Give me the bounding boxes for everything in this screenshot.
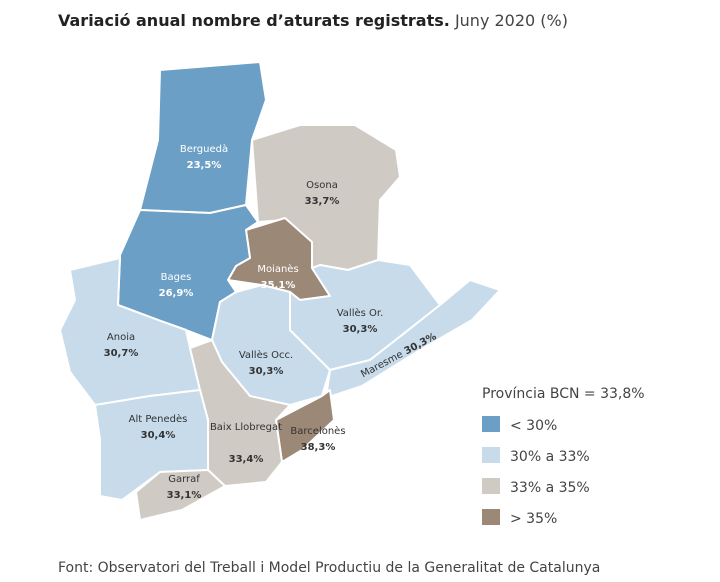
region-name: Berguedà [180, 143, 228, 155]
region-name: Garraf [168, 474, 200, 485]
region-value: 33,4% [229, 454, 264, 465]
region-value: 30,3% [249, 366, 284, 377]
title: Variació anual nombre d’aturats registra… [58, 11, 450, 30]
region-name: Anoia [107, 332, 135, 343]
region [135, 469, 226, 521]
legend-label: 33% a 35% [510, 480, 590, 496]
source: Font: Observatori del Treball i Model Pr… [58, 560, 600, 576]
subtitle: Juny 2020 (%) [454, 11, 568, 30]
region-value: 23,5% [187, 160, 222, 171]
region-name: Moianès [257, 263, 298, 275]
region-value: 38,3% [301, 442, 336, 453]
region-value: 33,7% [305, 196, 340, 207]
legend-swatch [482, 447, 500, 463]
legend-label: < 30% [510, 418, 557, 434]
map [59, 61, 501, 521]
region-name: Bages [161, 272, 192, 283]
region-name: Baix Llobregat [210, 422, 282, 433]
region-name: Osona [306, 180, 338, 191]
region-value: 30,3% [343, 324, 378, 335]
region-value: 33,1% [167, 490, 202, 501]
region-value: 35,1% [261, 280, 296, 291]
region-value: 26,9% [159, 288, 194, 299]
legend-swatch [482, 509, 500, 525]
region-value: 30,4% [141, 430, 176, 441]
region-name: Vallès Occ. [239, 349, 293, 361]
region-name: Vallès Or. [337, 307, 384, 319]
legend-swatch [482, 416, 500, 432]
region-name: Barcelonès [290, 425, 345, 437]
legend-title: Província BCN = 33,8% [482, 386, 645, 402]
legend-swatch [482, 478, 500, 494]
region [325, 279, 501, 399]
region-value: 30,7% [104, 348, 139, 359]
legend-label: 30% a 33% [510, 449, 590, 465]
region [139, 61, 267, 214]
legend-label: > 35% [510, 511, 557, 527]
legend: Província BCN = 33,8% < 30% 30% a 33% 33… [482, 386, 645, 527]
title-line: Variació anual nombre d’aturats registra… [58, 11, 568, 30]
region-name: Alt Penedès [129, 413, 188, 425]
